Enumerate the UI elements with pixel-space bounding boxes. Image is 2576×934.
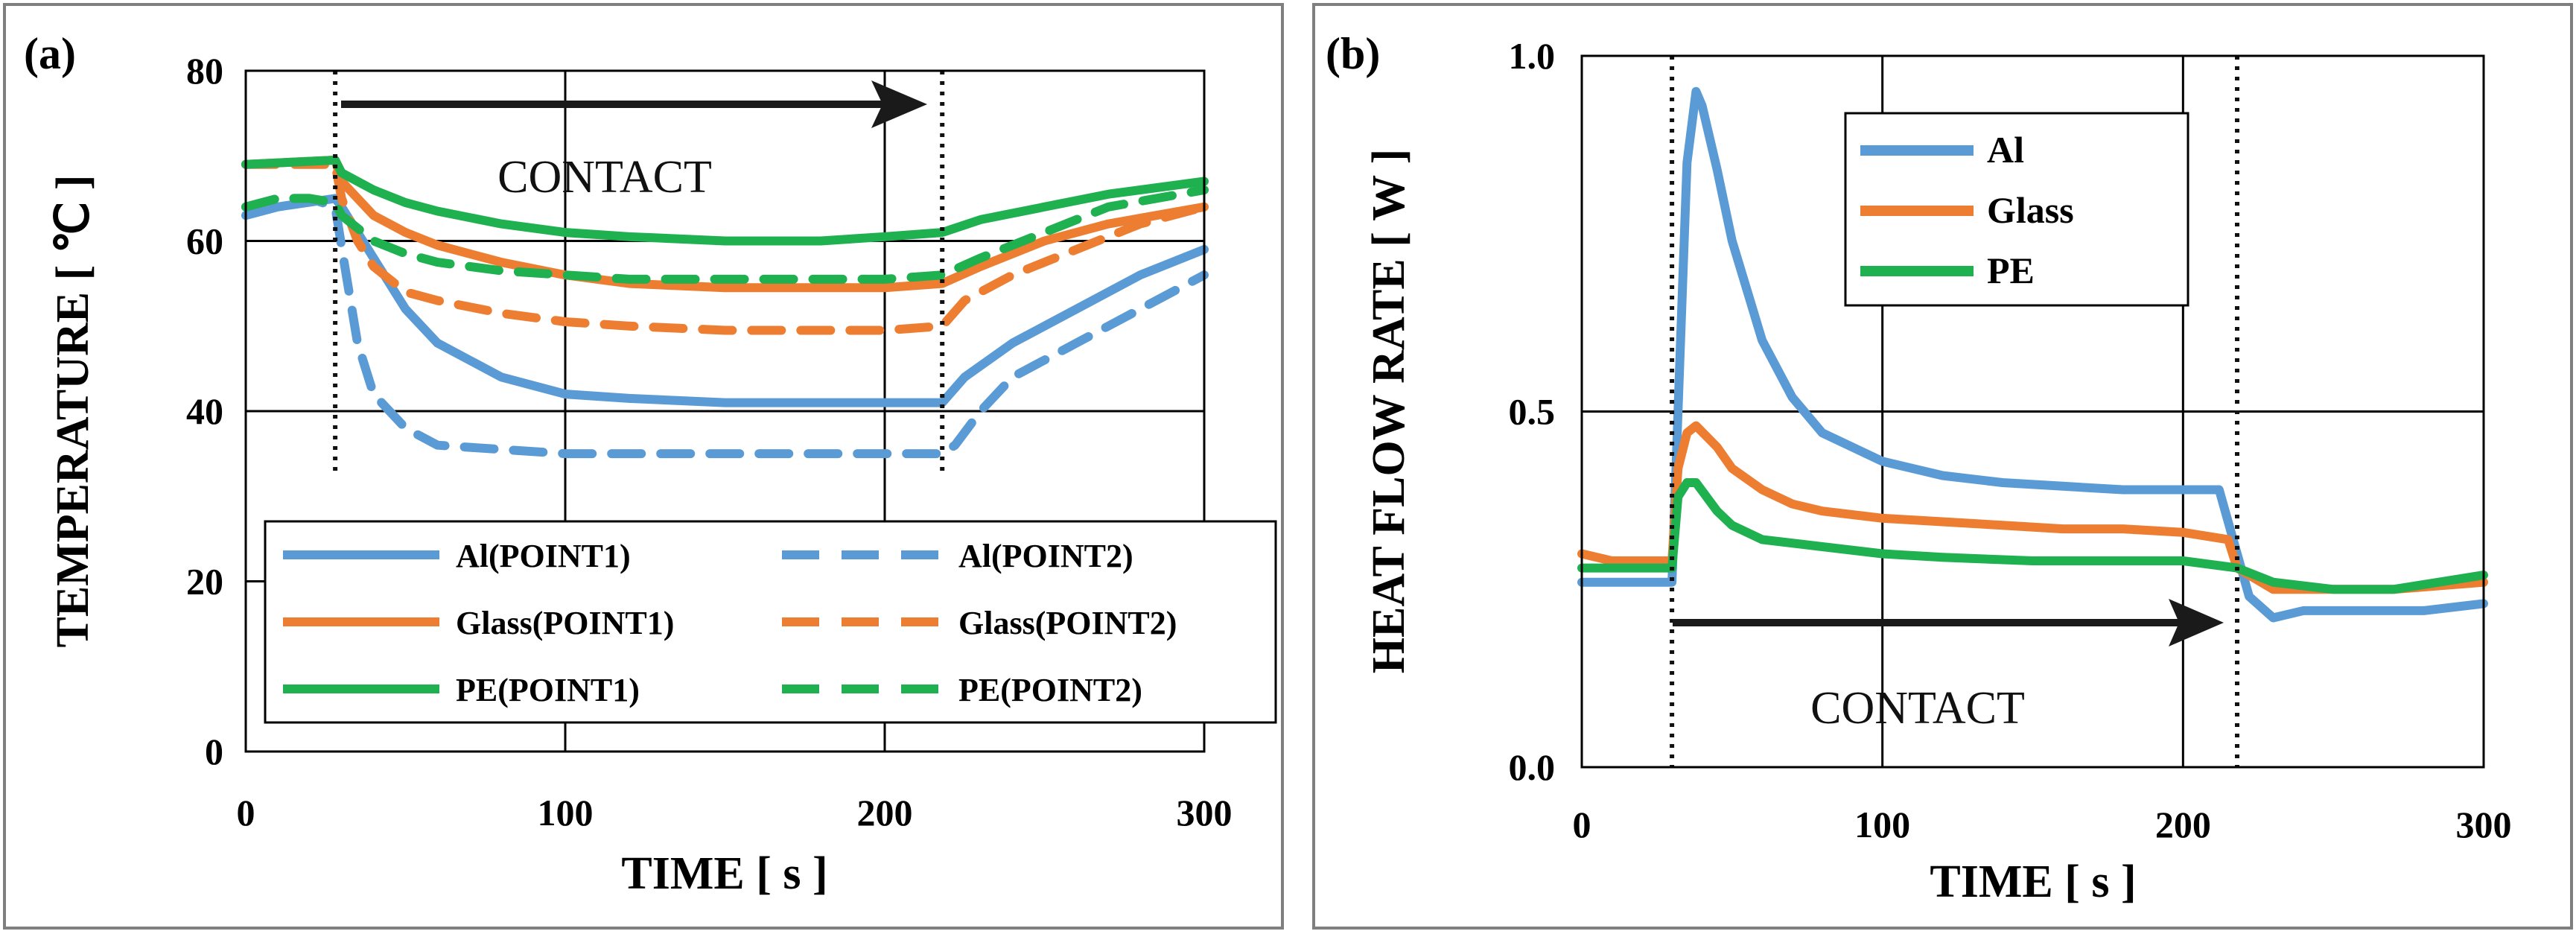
panel-b-arrow-head xyxy=(2169,599,2224,647)
panel-b-x-label: TIME [ s ] xyxy=(1930,857,2136,907)
panel-b-contact-arrow xyxy=(1673,599,2224,647)
legend-entry: Al(POINT2) xyxy=(782,538,1133,574)
y-tick-label: 0.0 xyxy=(1509,746,1556,788)
legend-entry: PE(POINT1) xyxy=(283,672,640,708)
x-tick-label: 100 xyxy=(538,792,594,833)
panel-a-contact-arrow xyxy=(341,80,927,128)
legend-entry: PE xyxy=(1860,250,2035,291)
x-tick-label: 0 xyxy=(1573,804,1591,845)
panel-a-contact-label: CONTACT xyxy=(497,152,712,203)
x-tick-label: 200 xyxy=(2155,804,2211,845)
panel-a-y-label: TEMPERATURE [ ℃ ] xyxy=(48,174,98,647)
panel-a-label: (a) xyxy=(24,29,76,78)
x-tick-label: 100 xyxy=(1854,804,1910,845)
panel-b-contact-label: CONTACT xyxy=(1810,683,2025,734)
y-tick-label: 60 xyxy=(186,220,223,262)
legend-entry: Glass(POINT1) xyxy=(283,605,674,641)
panel-b-plot-area xyxy=(1580,54,2485,769)
legend-label: Al(POINT2) xyxy=(958,538,1133,574)
legend-entry: Glass xyxy=(1860,189,2074,231)
panel-b: (b) 0 100 200 300 0.0 0.5 1.0 TIME [ s ] HEAT… xyxy=(1312,3,2573,930)
panel-b-y-ticks: 0.0 0.5 1.0 xyxy=(1509,35,1556,788)
panel-a-series xyxy=(241,156,1209,459)
legend-entry: Glass(POINT2) xyxy=(782,605,1177,641)
legend-label: PE xyxy=(1987,250,2035,291)
series-pe xyxy=(1577,478,2488,594)
legend-label: PE(POINT1) xyxy=(456,672,640,708)
legend-entry: Al(POINT1) xyxy=(283,538,631,574)
legend-entry: Al xyxy=(1860,129,2024,171)
legend-label: Glass(POINT1) xyxy=(456,605,674,641)
panel-a-legend: Al(POINT1) Al(POINT2) Glass(POINT1) Glass(P… xyxy=(264,520,1277,724)
panel-a: (a) 0 100 200 300 0 20 40 60 80 TIME [ s ] TEMP… xyxy=(3,3,1284,930)
series-pe-point2 xyxy=(241,185,1209,284)
panel-b-legend: Al Glass PE xyxy=(1844,112,2189,307)
x-tick-label: 0 xyxy=(237,792,255,833)
legend-label: Glass xyxy=(1987,189,2074,231)
panel-a-arrow-head xyxy=(871,80,927,128)
y-tick-label: 40 xyxy=(186,390,223,432)
x-tick-label: 200 xyxy=(857,792,913,833)
y-tick-label: 0.5 xyxy=(1509,391,1556,433)
legend-label: Glass(POINT2) xyxy=(958,605,1177,641)
panel-a-x-ticks: 0 100 200 300 xyxy=(237,792,1233,833)
series-al xyxy=(1577,86,2488,623)
legend-label: Al xyxy=(1987,129,2024,171)
legend-label: Al(POINT1) xyxy=(456,538,631,574)
panel-a-plot-area xyxy=(244,69,1206,753)
series-glass-point2 xyxy=(241,159,1209,335)
panel-b-x-ticks: 0 100 200 300 xyxy=(1573,804,2512,845)
panel-b-label: (b) xyxy=(1326,29,1380,78)
y-tick-label: 0 xyxy=(205,731,223,772)
series-al-point2 xyxy=(241,194,1209,459)
legend-label: PE(POINT2) xyxy=(958,672,1142,708)
x-tick-label: 300 xyxy=(2456,804,2512,845)
x-tick-label: 300 xyxy=(1177,792,1233,833)
legend-entry: PE(POINT2) xyxy=(782,672,1142,708)
panel-a-frame xyxy=(3,3,1284,930)
panel-a-x-label: TIME [ s ] xyxy=(621,848,827,899)
panel-b-contact-markers xyxy=(1670,56,2239,767)
y-tick-label: 80 xyxy=(186,50,223,92)
panel-b-series xyxy=(1577,86,2488,623)
series-pe-point1 xyxy=(241,156,1209,246)
panel-a-y-ticks: 0 20 40 60 80 xyxy=(186,50,223,772)
panel-b-y-label: HEAT FLOW RATE [ W ] xyxy=(1364,149,1414,674)
y-tick-label: 1.0 xyxy=(1509,35,1556,77)
y-tick-label: 20 xyxy=(186,561,223,603)
